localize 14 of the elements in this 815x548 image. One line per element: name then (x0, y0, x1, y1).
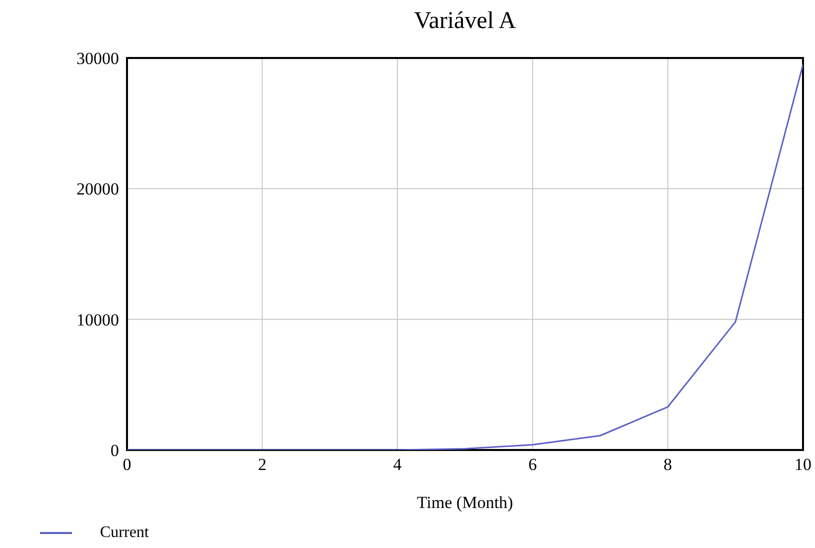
line-series (127, 64, 803, 450)
x-axis-title: Time (Month) (416, 493, 514, 512)
chart-title: Variável A (413, 8, 517, 35)
y-tick-label: 30000 (76, 49, 119, 68)
y-tick-label: 20000 (76, 180, 119, 199)
y-tick-label: 10000 (76, 310, 119, 330)
x-tick-label: 4 (393, 455, 402, 474)
x-tick-label: 10 (794, 455, 812, 474)
y-tick-label: 0 (110, 441, 119, 460)
x-tick-label: 8 (664, 455, 672, 474)
legend-label: Current (100, 524, 149, 542)
x-tick-label: 6 (528, 455, 537, 474)
x-tick-label: 0 (122, 455, 132, 474)
x-tick-label: 2 (258, 455, 266, 474)
